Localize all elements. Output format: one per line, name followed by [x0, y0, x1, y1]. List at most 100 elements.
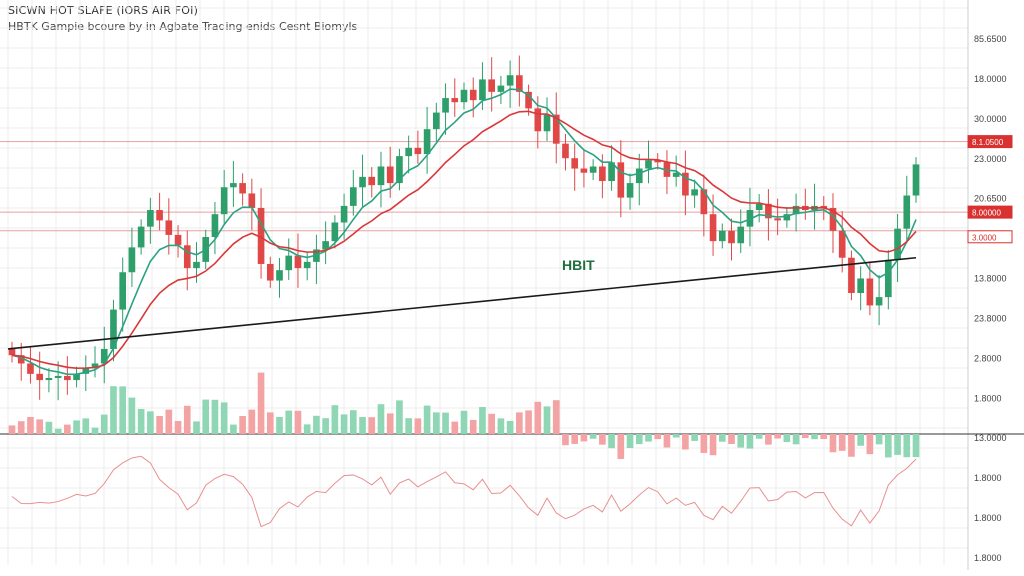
- volume-bar: [17, 421, 25, 434]
- candle: [626, 183, 634, 198]
- volume-bar: [580, 434, 588, 442]
- candle: [737, 226, 745, 244]
- candle: [885, 259, 892, 298]
- candle: [386, 166, 394, 184]
- candle: [73, 373, 80, 381]
- volume-bar: [543, 406, 551, 434]
- volume-bar: [174, 421, 182, 434]
- candle: [682, 172, 689, 196]
- y-axis-label: 1.8000: [974, 513, 1002, 523]
- volume-bar: [248, 409, 256, 434]
- volume-bar: [765, 434, 772, 445]
- candle: [340, 205, 348, 223]
- price-badge-label: 3.0000: [972, 233, 997, 242]
- candle: [100, 348, 108, 364]
- candle: [709, 214, 717, 242]
- oscillator-line: [11, 455, 917, 528]
- volume-bar: [691, 434, 698, 441]
- trendline: [7, 256, 917, 350]
- y-axis-label: 18.0000: [974, 74, 1007, 84]
- volume-bar: [433, 412, 440, 434]
- volume-bar: [635, 434, 643, 445]
- volume-bar: [451, 421, 459, 434]
- y-axis-label: 13.0000: [974, 433, 1007, 443]
- volume-bar: [737, 434, 745, 448]
- candle: [220, 187, 228, 215]
- price-badge: [967, 230, 1013, 244]
- volume-bar: [903, 434, 911, 458]
- volume-bar: [73, 420, 80, 434]
- candle: [912, 164, 920, 196]
- candle: [617, 162, 625, 198]
- chart-title: SICWN HOT SLAFE (IORS AIR FOI): [8, 4, 199, 17]
- volume-bar: [202, 399, 210, 434]
- candle: [303, 261, 311, 269]
- candle: [469, 89, 477, 101]
- volume-bar: [700, 434, 708, 453]
- candle: [820, 205, 828, 208]
- y-axis-label: 1.8000: [974, 553, 1002, 563]
- volume-bar: [497, 418, 505, 434]
- candle: [645, 160, 652, 169]
- candle: [82, 367, 90, 374]
- candle: [451, 98, 459, 103]
- y-axis-label: 2.8000: [974, 353, 1002, 363]
- volume-bar: [340, 414, 348, 434]
- candle: [174, 234, 182, 246]
- candle: [156, 210, 163, 221]
- volume-bar: [516, 412, 523, 434]
- volume-bar: [442, 412, 449, 434]
- volume-bar: [119, 386, 127, 434]
- candle: [562, 143, 569, 159]
- candle: [285, 255, 293, 271]
- volume-bar: [349, 410, 357, 434]
- volume-bar: [479, 407, 486, 434]
- candle: [377, 166, 385, 186]
- volume-bar: [525, 410, 532, 434]
- volume-bar: [396, 400, 403, 434]
- volume-bar: [506, 421, 514, 434]
- candle: [534, 108, 542, 132]
- candle: [552, 114, 560, 144]
- y-axis-label: 23.8000: [974, 313, 1007, 323]
- candle: [36, 373, 43, 381]
- volume-bar: [110, 386, 117, 434]
- candle: [755, 203, 763, 211]
- volume-bar: [682, 434, 689, 450]
- volume-bar: [728, 434, 735, 445]
- candle: [783, 214, 791, 221]
- volume-bar: [792, 434, 800, 445]
- price-badge: [967, 135, 1013, 149]
- volume-bar: [137, 409, 145, 434]
- volume-bar: [755, 434, 763, 439]
- volume-bar: [875, 434, 883, 445]
- volume-bar: [709, 434, 717, 456]
- candle: [368, 176, 376, 186]
- moving-average-fast: [11, 88, 917, 376]
- volume-bar: [183, 405, 191, 434]
- candle: [488, 79, 495, 92]
- volume-bar: [645, 434, 652, 442]
- candle: [589, 166, 597, 173]
- candle: [119, 272, 127, 310]
- candle: [903, 195, 911, 229]
- volume-bar: [783, 434, 791, 443]
- volume-bar: [423, 405, 431, 434]
- candle: [276, 270, 283, 281]
- volume-bar: [414, 418, 422, 434]
- candle: [91, 363, 99, 368]
- volume-bar: [885, 434, 892, 458]
- candle: [460, 89, 468, 103]
- candle: [608, 162, 615, 182]
- y-axis-label: 20.6500: [974, 194, 1007, 204]
- volume-bar: [377, 404, 385, 434]
- volume-bar: [663, 434, 671, 448]
- candle: [479, 79, 486, 101]
- candle: [571, 158, 579, 169]
- volume-bar: [64, 424, 71, 434]
- candle: [580, 168, 588, 173]
- volume-bar: [718, 434, 726, 442]
- candle: [17, 355, 25, 364]
